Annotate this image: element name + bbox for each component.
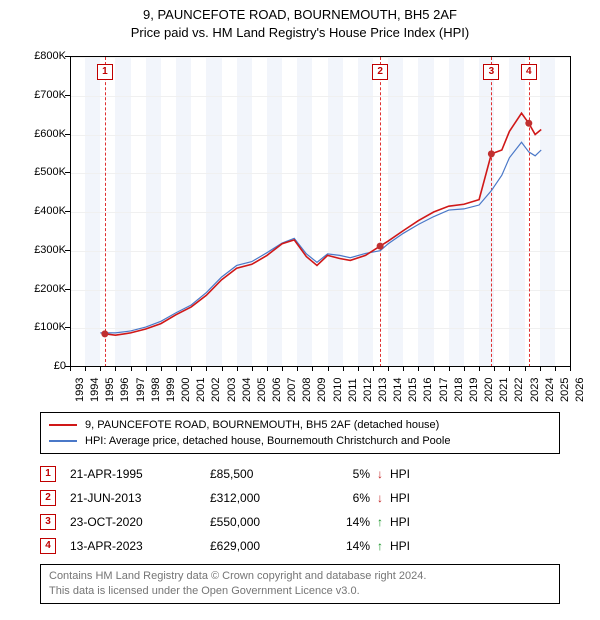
- x-tick-label: 2009: [316, 378, 328, 402]
- transaction-vs: HPI: [390, 491, 450, 505]
- legend-swatch: [49, 440, 77, 442]
- x-tick-label: 2003: [226, 378, 238, 402]
- x-tick-label: 2017: [438, 378, 450, 402]
- x-tick: [570, 366, 571, 371]
- footer-line-2: This data is licensed under the Open Gov…: [49, 584, 551, 599]
- title-line-1: 9, PAUNCEFOTE ROAD, BOURNEMOUTH, BH5 2AF: [0, 6, 600, 24]
- y-tick-label: £400K: [34, 205, 66, 217]
- legend: 9, PAUNCEFOTE ROAD, BOURNEMOUTH, BH5 2AF…: [40, 412, 560, 454]
- x-tick-label: 1999: [165, 378, 177, 402]
- transaction-pct: 14%: [310, 515, 370, 529]
- x-tick-label: 2025: [559, 378, 571, 402]
- x-tick-label: 2001: [195, 378, 207, 402]
- y-tick-label: £800K: [34, 50, 66, 62]
- transaction-row: 1 21-APR-1995£85,5005%↓HPI: [40, 462, 560, 486]
- footer-attribution: Contains HM Land Registry data © Crown c…: [40, 564, 560, 604]
- transaction-price: £312,000: [210, 491, 310, 505]
- x-tick-label: 2011: [347, 378, 359, 402]
- x-tick-label: 1998: [150, 378, 162, 402]
- transaction-row: 2 21-JUN-2013£312,0006%↓HPI: [40, 486, 560, 510]
- x-tick-label: 2002: [210, 378, 222, 402]
- y-tick-label: £700K: [34, 89, 66, 101]
- x-tick-label: 1995: [104, 378, 116, 402]
- x-tick-label: 1996: [119, 378, 131, 402]
- transaction-vs: HPI: [390, 515, 450, 529]
- chart: £0£100K£200K£300K£400K£500K£600K£700K£80…: [20, 46, 580, 406]
- x-tick-label: 2024: [544, 378, 556, 402]
- transaction-vs: HPI: [390, 539, 450, 553]
- x-tick-label: 2012: [362, 378, 374, 402]
- transaction-number-box: 1: [40, 466, 56, 482]
- transaction-pct: 5%: [310, 467, 370, 481]
- x-tick-label: 2006: [271, 378, 283, 402]
- transaction-date: 13-APR-2023: [70, 539, 210, 553]
- x-tick-label: 2014: [392, 378, 404, 402]
- transaction-price: £550,000: [210, 515, 310, 529]
- arrow-down-icon: ↓: [370, 491, 390, 505]
- y-tick-label: £200K: [34, 283, 66, 295]
- transaction-marker: 3: [483, 64, 499, 80]
- footer-line-1: Contains HM Land Registry data © Crown c…: [49, 569, 551, 584]
- transaction-table: 121-APR-1995£85,5005%↓HPI221-JUN-2013£31…: [40, 462, 560, 558]
- y-tick-label: £600K: [34, 128, 66, 140]
- x-tick-label: 1997: [135, 378, 147, 402]
- x-tick-label: 2026: [574, 378, 586, 402]
- transaction-date: 21-JUN-2013: [70, 491, 210, 505]
- transaction-dot: [525, 120, 532, 127]
- x-tick-label: 1993: [74, 378, 86, 402]
- x-tick-label: 2008: [301, 378, 313, 402]
- transaction-dot: [377, 243, 384, 250]
- transaction-number-box: 4: [40, 538, 56, 554]
- y-tick-label: £100K: [34, 321, 66, 333]
- x-tick-label: 2015: [407, 378, 419, 402]
- x-tick-label: 2000: [180, 378, 192, 402]
- x-tick-label: 2023: [529, 378, 541, 402]
- title-line-2: Price paid vs. HM Land Registry's House …: [0, 24, 600, 42]
- legend-row: 9, PAUNCEFOTE ROAD, BOURNEMOUTH, BH5 2AF…: [49, 417, 551, 433]
- series-line: [105, 113, 541, 335]
- legend-swatch: [49, 424, 77, 426]
- transaction-row: 3 23-OCT-2020£550,00014%↑HPI: [40, 510, 560, 534]
- legend-row: HPI: Average price, detached house, Bour…: [49, 433, 551, 449]
- transaction-marker: 1: [97, 64, 113, 80]
- x-tick-label: 2007: [286, 378, 298, 402]
- transaction-pct: 14%: [310, 539, 370, 553]
- transaction-number-box: 2: [40, 490, 56, 506]
- transaction-marker: 4: [521, 64, 537, 80]
- transaction-dot: [101, 330, 108, 337]
- x-tick-label: 2010: [332, 378, 344, 402]
- transaction-number-box: 3: [40, 514, 56, 530]
- arrow-up-icon: ↑: [370, 539, 390, 553]
- x-tick-label: 2005: [256, 378, 268, 402]
- transaction-pct: 6%: [310, 491, 370, 505]
- x-tick-label: 1994: [89, 378, 101, 402]
- series-line: [100, 142, 541, 333]
- x-tick-label: 2020: [483, 378, 495, 402]
- y-tick-label: £500K: [34, 166, 66, 178]
- transaction-vs: HPI: [390, 467, 450, 481]
- y-tick-label: £300K: [34, 244, 66, 256]
- x-tick-label: 2016: [422, 378, 434, 402]
- transaction-row: 4 13-APR-2023£629,00014%↑HPI: [40, 534, 560, 558]
- chart-title-block: 9, PAUNCEFOTE ROAD, BOURNEMOUTH, BH5 2AF…: [0, 0, 600, 42]
- transaction-price: £629,000: [210, 539, 310, 553]
- legend-label: HPI: Average price, detached house, Bour…: [85, 433, 450, 449]
- plot-area: [70, 56, 571, 367]
- x-tick-label: 2019: [468, 378, 480, 402]
- arrow-up-icon: ↑: [370, 515, 390, 529]
- series-svg: [70, 57, 570, 367]
- x-tick-label: 2022: [513, 378, 525, 402]
- x-tick-label: 2004: [241, 378, 253, 402]
- transaction-price: £85,500: [210, 467, 310, 481]
- x-tick-label: 2013: [377, 378, 389, 402]
- legend-label: 9, PAUNCEFOTE ROAD, BOURNEMOUTH, BH5 2AF…: [85, 417, 439, 433]
- transaction-date: 21-APR-1995: [70, 467, 210, 481]
- x-tick-label: 2021: [498, 378, 510, 402]
- transaction-dot: [488, 150, 495, 157]
- transaction-marker: 2: [372, 64, 388, 80]
- transaction-date: 23-OCT-2020: [70, 515, 210, 529]
- x-tick-label: 2018: [453, 378, 465, 402]
- arrow-down-icon: ↓: [370, 467, 390, 481]
